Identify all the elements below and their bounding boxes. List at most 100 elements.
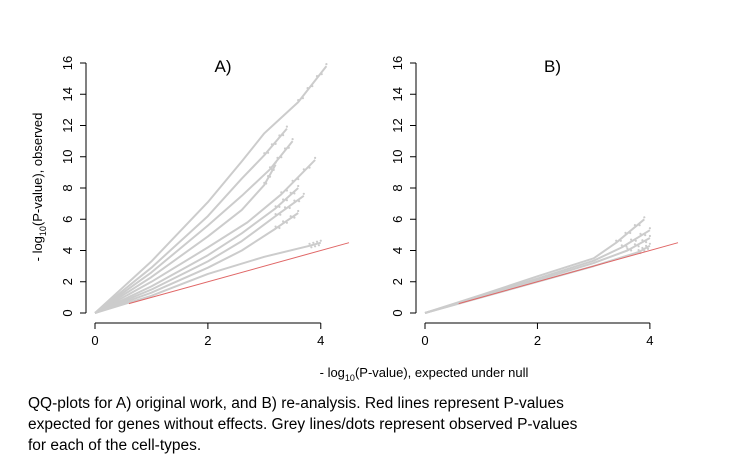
- observed-point: [278, 134, 281, 137]
- observed-point: [312, 241, 315, 244]
- observed-point: [287, 146, 290, 149]
- y-tick-label: 4: [390, 247, 405, 254]
- y-tick-label: 12: [390, 118, 405, 132]
- observed-point: [311, 85, 314, 88]
- y-tick-label: 0: [60, 309, 75, 316]
- observed-point: [293, 216, 296, 219]
- observed-point: [267, 151, 270, 154]
- observed-point: [274, 213, 277, 216]
- observed-point: [625, 245, 628, 248]
- observed-point: [278, 205, 281, 208]
- observed-point: [325, 63, 328, 66]
- x-tick-label: 0: [421, 333, 428, 348]
- observed-point: [641, 246, 644, 250]
- observed-point: [648, 227, 652, 230]
- observed-point: [633, 224, 637, 227]
- x-axis-title: - log10(P-value), expected under null: [320, 365, 529, 383]
- y-tick-label: 16: [60, 56, 75, 70]
- expected-null-line: [458, 242, 679, 305]
- observed-point: [644, 234, 647, 237]
- qq-figure: A) 0 2 4 6 8 10 12 14 16 0 2 4 B) 0 2 4 6 8 10 12 14 16 0 2 4 - …: [30, 56, 679, 383]
- panel-b: B) 0 2 4 6 8 10 12 14 16 0 2 4: [390, 56, 679, 348]
- observed-point: [308, 166, 311, 169]
- observed-point: [282, 198, 285, 201]
- x-tick-label: 4: [317, 333, 324, 348]
- expected-null-line: [128, 242, 350, 305]
- caption-line: expected for genes without effects. Grey…: [28, 416, 578, 433]
- observed-point: [629, 231, 632, 235]
- observed-series-line: [94, 127, 288, 314]
- observed-point: [298, 200, 301, 203]
- observed-series-line: [94, 164, 277, 314]
- observed-point: [285, 189, 288, 192]
- observed-point: [278, 226, 281, 230]
- observed-point: [280, 191, 283, 194]
- observed-point: [272, 165, 275, 168]
- observed-point: [293, 199, 296, 202]
- observed-point: [624, 231, 627, 234]
- observed-point: [297, 178, 300, 181]
- observed-point: [626, 247, 629, 250]
- observed-point: [645, 241, 648, 244]
- observed-point: [637, 249, 640, 252]
- y-tick-label: 6: [60, 216, 75, 223]
- panel-title: A): [215, 57, 232, 76]
- observed-point: [288, 206, 291, 210]
- observed-point: [320, 73, 323, 76]
- y-axis-title: - log10(P-value), observed: [30, 113, 48, 262]
- observed-point: [637, 245, 640, 248]
- observed-point: [276, 156, 279, 159]
- observed-point: [263, 181, 266, 184]
- y-tick-label: 2: [60, 278, 75, 285]
- observed-point: [639, 232, 642, 235]
- observed-series-line: [94, 187, 299, 314]
- observed-point: [291, 138, 294, 141]
- observed-point: [302, 168, 305, 171]
- y-tick-label: 0: [390, 309, 405, 316]
- observed-point: [310, 246, 313, 249]
- observed-point: [268, 175, 272, 178]
- observed-series-line: [94, 140, 294, 314]
- y-tick-label: 2: [390, 278, 405, 285]
- observed-point: [638, 224, 641, 227]
- x-tick-label: 0: [91, 333, 98, 348]
- observed-point: [285, 199, 288, 202]
- observed-point: [282, 134, 285, 137]
- observed-point: [297, 99, 300, 102]
- y-tick-label: 4: [60, 247, 75, 254]
- observed-point: [314, 245, 317, 248]
- observed-point: [285, 221, 288, 224]
- observed-series-line: [94, 212, 299, 314]
- observed-point: [283, 206, 287, 209]
- observed-point: [268, 166, 272, 169]
- observed-point: [274, 142, 277, 145]
- y-tick-label: 14: [60, 87, 75, 101]
- observed-point: [265, 182, 268, 185]
- observed-point: [645, 244, 648, 247]
- observed-point: [314, 156, 317, 159]
- observed-point: [633, 243, 637, 246]
- observed-point: [297, 209, 300, 213]
- observed-series-line: [94, 194, 305, 314]
- figure-caption: QQ-plots for A) original work, and B) re…: [28, 393, 728, 456]
- observed-series-line: [94, 241, 322, 314]
- observed-point: [306, 87, 309, 90]
- observed-point: [280, 156, 283, 159]
- observed-point: [297, 184, 300, 188]
- observed-point: [615, 239, 618, 242]
- caption-line: for each of the cell-types.: [28, 437, 202, 454]
- observed-point: [619, 239, 622, 242]
- observed-point: [289, 191, 292, 194]
- observed-point: [289, 215, 292, 218]
- observed-point: [274, 225, 277, 228]
- observed-series-line: [94, 159, 316, 314]
- y-tick-label: 8: [60, 184, 75, 191]
- observed-point: [301, 97, 304, 100]
- observed-point: [648, 242, 652, 245]
- observed-point: [630, 238, 633, 241]
- observed-point: [634, 239, 637, 242]
- observed-point: [620, 244, 623, 247]
- observed-point: [630, 249, 633, 252]
- observed-point: [315, 75, 319, 78]
- observed-series-line: [94, 65, 328, 314]
